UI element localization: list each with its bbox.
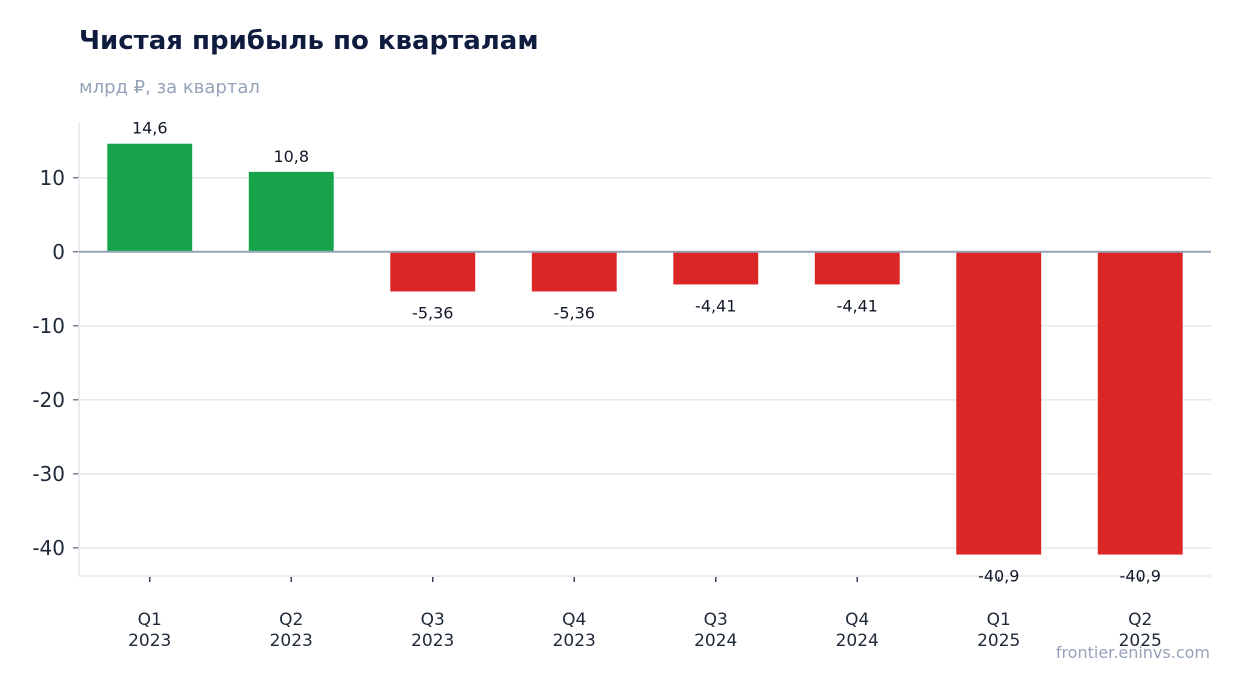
y-tick-label: -10 <box>32 314 65 338</box>
x-tick-label: Q3 <box>704 610 728 630</box>
source-credit: frontier.eninvs.com <box>1055 643 1210 662</box>
chart-subtitle: млрд ₽, за квартал <box>79 77 260 98</box>
data-labels: 14,6 10,8 -5,36 -5,36 -4,41 -4,41 -40,9 -40,9 <box>79 119 1211 586</box>
bar <box>248 171 334 252</box>
data-label: -5,36 <box>412 303 453 322</box>
chart-title: Чистая прибыль по кварталам <box>79 26 539 56</box>
x-tick-label: Q3 <box>421 610 445 630</box>
y-tick-label: -20 <box>32 388 65 412</box>
x-tick-label: Q4 <box>845 610 869 630</box>
x-axis-ticks: Q12023Q22023Q32023Q42023Q32024Q42024Q120… <box>128 577 1162 651</box>
x-tick-label: Q2 <box>1128 610 1152 630</box>
x-tick-label: 2024 <box>836 631 879 651</box>
x-tick-label: 2023 <box>553 631 596 651</box>
x-tick-label: 2023 <box>411 631 454 651</box>
x-tick-label: 2023 <box>128 631 171 651</box>
axes: 10 0 -10 -20 -30 -40 <box>32 123 1211 577</box>
x-tick-label: Q2 <box>279 610 303 630</box>
x-tick-label: 2025 <box>977 631 1020 651</box>
y-tick-label: 0 <box>52 240 65 264</box>
bars <box>107 143 1183 555</box>
data-label: 10,8 <box>273 147 309 166</box>
y-tick-label: -40 <box>32 536 65 560</box>
data-label: -40,9 <box>1120 567 1161 586</box>
bar <box>531 251 617 292</box>
data-label: -5,36 <box>554 303 595 322</box>
data-label: -40,9 <box>978 567 1019 586</box>
bar <box>107 143 193 252</box>
bar <box>390 251 476 292</box>
x-tick-label: 2023 <box>270 631 313 651</box>
x-tick-label: Q4 <box>562 610 586 630</box>
data-label: -4,41 <box>695 296 736 315</box>
bar <box>814 251 900 285</box>
data-label: 14,6 <box>132 119 168 138</box>
y-tick-label: 10 <box>40 166 65 190</box>
data-label: -4,41 <box>837 296 878 315</box>
bar <box>956 251 1042 555</box>
x-tick-label: Q1 <box>987 610 1011 630</box>
bar <box>1097 251 1183 555</box>
bar <box>673 251 759 285</box>
x-tick-label: 2024 <box>694 631 737 651</box>
x-tick-label: Q1 <box>138 610 162 630</box>
y-tick-label: -30 <box>32 462 65 486</box>
x-tick-label: 2025 <box>1119 631 1162 651</box>
